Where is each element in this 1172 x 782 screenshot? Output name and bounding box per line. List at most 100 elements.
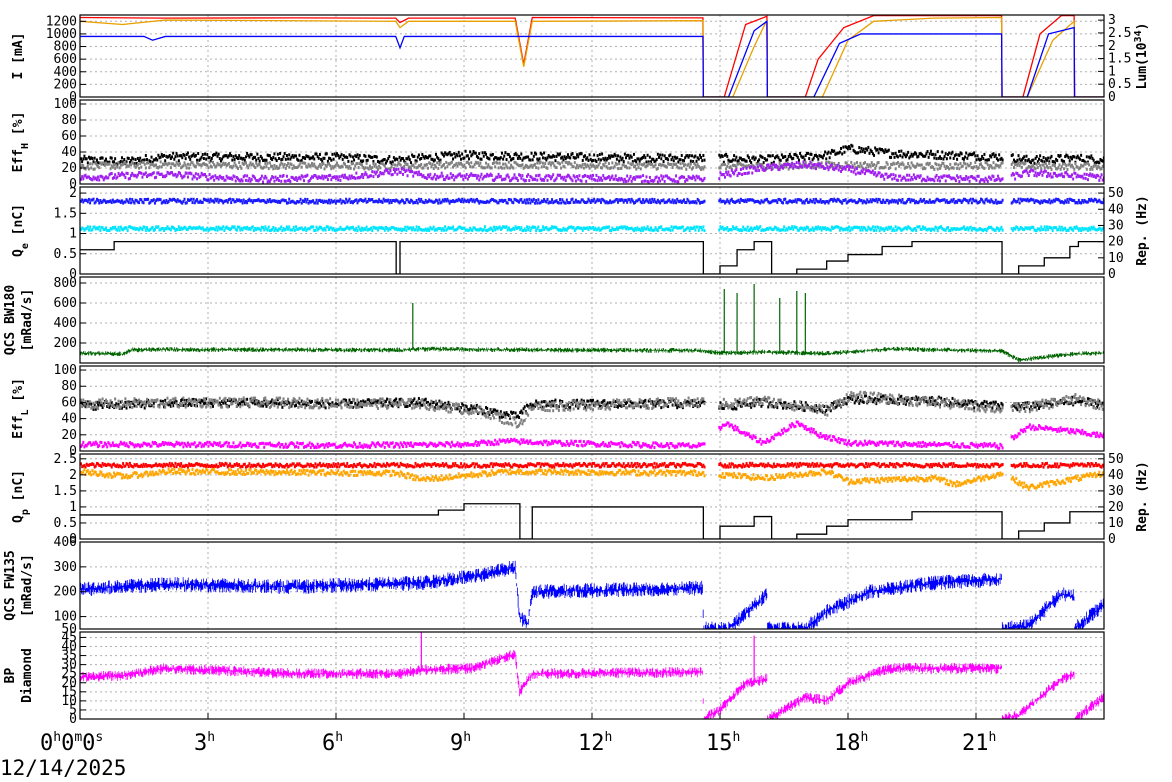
data-point [668, 227, 671, 231]
data-point [898, 198, 901, 202]
data-point [992, 227, 995, 231]
data-point [277, 199, 280, 203]
data-point [580, 226, 583, 230]
data-point [197, 172, 200, 176]
data-point [1084, 176, 1087, 180]
data-point [243, 158, 246, 162]
data-point [131, 171, 134, 175]
data-point [143, 172, 146, 176]
data-point [463, 408, 466, 412]
data-point [546, 156, 549, 160]
data-point [165, 162, 168, 166]
data-point [178, 199, 181, 203]
data-point [779, 198, 782, 202]
data-point [490, 411, 493, 415]
data-point [198, 175, 201, 179]
data-point [846, 147, 849, 151]
data-point [475, 228, 478, 232]
data-point [604, 156, 607, 160]
grid-current [80, 15, 1104, 97]
data-point [444, 177, 447, 181]
data-point [495, 160, 498, 164]
data-point [787, 163, 790, 167]
data-point [1098, 226, 1101, 230]
data-point [651, 157, 654, 161]
data-point [401, 172, 404, 176]
data-point [329, 164, 332, 168]
data-point [347, 403, 350, 407]
data-point [578, 200, 581, 204]
ytick-label-right: 1.5 [1108, 52, 1131, 67]
data-point [489, 226, 492, 230]
data-point [330, 158, 333, 162]
data-point [380, 401, 383, 405]
data-point [429, 162, 432, 166]
data-point [936, 167, 939, 171]
data-point [1047, 166, 1050, 170]
data-point [566, 226, 569, 230]
data-point [853, 168, 856, 172]
data-point [1096, 173, 1099, 177]
data-point [874, 199, 877, 203]
data-point [355, 171, 358, 175]
data-point [323, 226, 326, 230]
data-point [598, 178, 601, 182]
data-point [813, 201, 816, 205]
data-point [204, 228, 207, 232]
data-point [975, 199, 978, 203]
data-point [429, 154, 432, 158]
data-point [400, 166, 403, 170]
data-point [318, 163, 321, 167]
data-point [603, 176, 606, 180]
data-point [164, 398, 167, 402]
data-point [899, 154, 902, 158]
data-point [138, 171, 141, 175]
data-point [405, 163, 408, 167]
data-point [987, 158, 990, 162]
data-point [973, 165, 976, 169]
data-point [700, 177, 703, 181]
data-point [937, 163, 940, 167]
data-point [298, 175, 301, 179]
data-point [358, 162, 361, 166]
data-point [147, 197, 150, 201]
data-point [742, 163, 745, 167]
data-point [455, 407, 458, 411]
data-point [92, 407, 95, 411]
data-point [844, 167, 847, 171]
data-point [885, 161, 888, 165]
data-point [485, 200, 488, 204]
data-point [105, 401, 108, 405]
data-point [623, 225, 626, 229]
data-point [557, 173, 560, 177]
data-point [512, 226, 515, 230]
data-point [994, 153, 997, 157]
data-point [920, 227, 923, 231]
data-point [743, 164, 746, 168]
data-point [967, 228, 970, 232]
data-point [968, 164, 971, 168]
data-point [896, 226, 899, 230]
data-point [188, 166, 191, 170]
data-point [345, 398, 348, 402]
data-point [229, 197, 232, 201]
data-point [1056, 174, 1059, 178]
data-point [333, 229, 336, 233]
data-point [391, 226, 394, 230]
data-point [777, 197, 780, 201]
data-point [737, 198, 740, 202]
data-point [561, 198, 564, 202]
data-point [1036, 160, 1039, 164]
data-point [329, 201, 332, 205]
data-point [742, 166, 745, 170]
data-point [915, 152, 918, 156]
data-point [573, 229, 576, 233]
data-point [453, 200, 456, 204]
ytick-label: 100 [54, 97, 77, 112]
data-point [701, 200, 704, 204]
series-bw180-green [80, 346, 1104, 363]
data-point [238, 178, 241, 182]
data-point [98, 161, 101, 165]
data-point [258, 178, 261, 182]
ytick-label: 1 [69, 227, 77, 242]
